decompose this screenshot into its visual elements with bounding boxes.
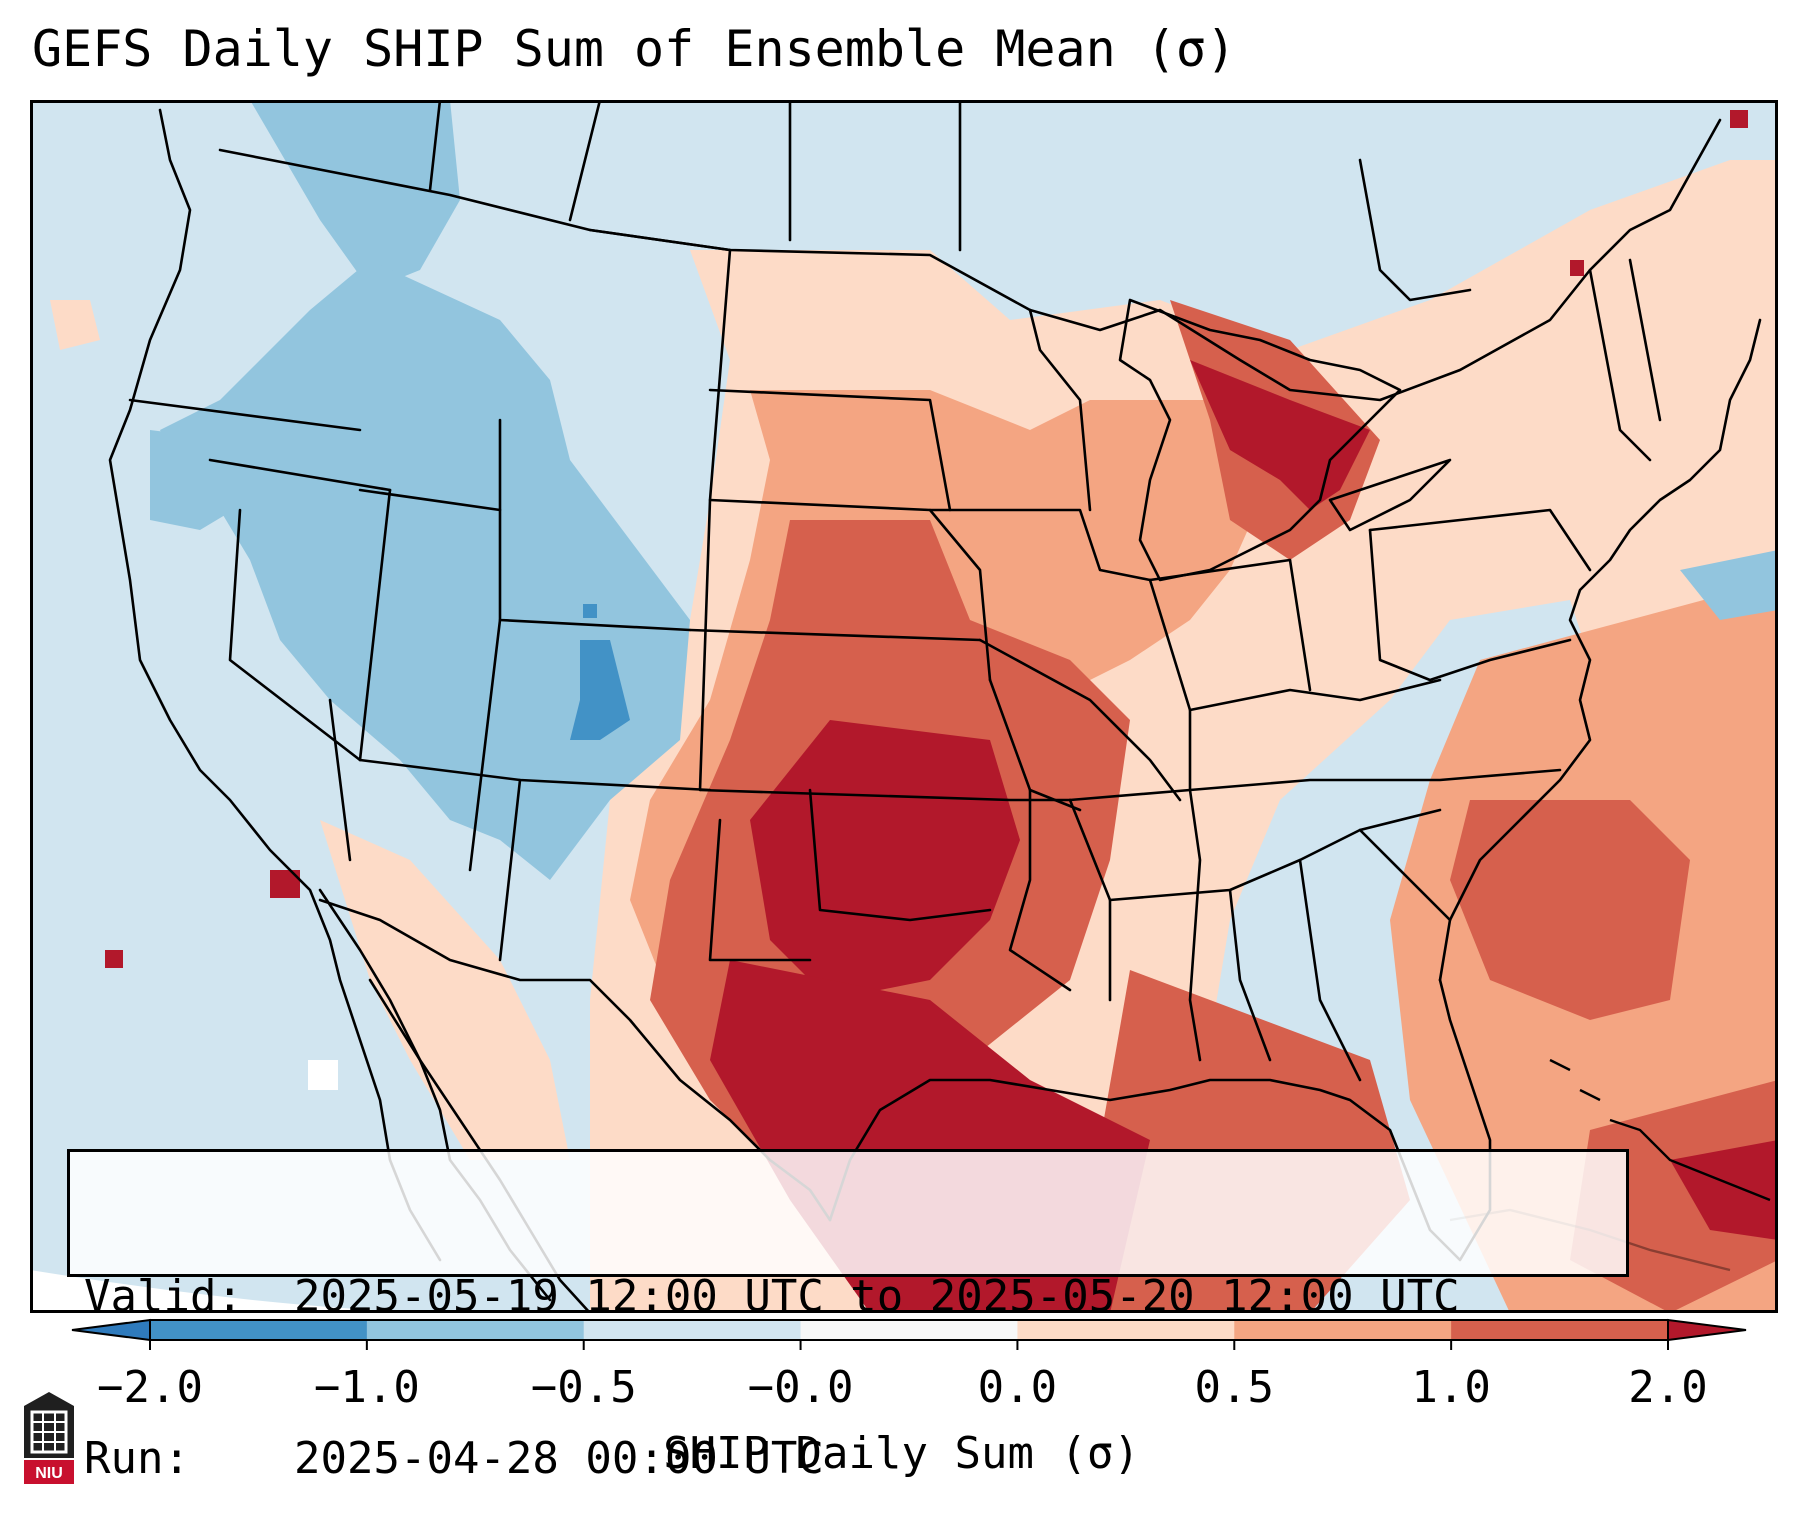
logo-text: NIU: [35, 1465, 63, 1482]
run-label: Run:: [84, 1433, 190, 1484]
map-border: [30, 100, 1778, 1313]
colorbar-bin: [1017, 1320, 1235, 1340]
colorbar: [71, 1318, 1747, 1350]
colorbar-tick-label: 2.0: [1628, 1362, 1708, 1413]
colorbar-tick-label: −0.0: [747, 1362, 854, 1413]
colorbar-extend-high: [1667, 1318, 1747, 1342]
run-info-box: Valid: 2025-05-19 12:00 UTC to 2025-05-20…: [67, 1149, 1629, 1484]
colorbar-extend-low: [71, 1318, 151, 1342]
colorbar-bin: [1234, 1320, 1452, 1340]
colorbar-tick-label: −2.0: [97, 1362, 203, 1413]
run-value: 2025-04-28 00:00 UTC: [294, 1433, 824, 1484]
valid-value: 2025-05-19 12:00 UTC to 2025-05-20 12:00…: [294, 1271, 1460, 1322]
boundaries: [108, 100, 1762, 1313]
colorbar-tick-label: 0.5: [1194, 1362, 1275, 1413]
colorbar-tick-label: −0.5: [530, 1362, 637, 1413]
colorbar-label: SHIP Daily Sum (σ): [663, 1428, 1140, 1479]
colorbar-tick-label: −1.0: [313, 1362, 420, 1413]
colorbar-bin: [366, 1320, 585, 1340]
colorbar-outline: [149, 1319, 1669, 1341]
map-canvas: [30, 100, 1778, 1313]
niu-logo-icon: NIU: [24, 1392, 74, 1484]
chart-title: GEFS Daily SHIP Sum of Ensemble Mean (σ): [32, 20, 1237, 78]
colorbar-bin: [1451, 1320, 1669, 1340]
colorbar-tick-label: 1.0: [1411, 1362, 1491, 1413]
projection-edge-left: [30, 1270, 450, 1313]
field-negative: [150, 100, 1778, 1090]
valid-label: Valid:: [84, 1271, 243, 1322]
colorbar-bin: [583, 1320, 802, 1340]
colorbar-tick-label: 0.0: [977, 1362, 1058, 1413]
colorbar-bin: [150, 1320, 368, 1340]
colorbar-bin: [800, 1320, 1018, 1340]
map-panel: [30, 100, 1778, 1313]
